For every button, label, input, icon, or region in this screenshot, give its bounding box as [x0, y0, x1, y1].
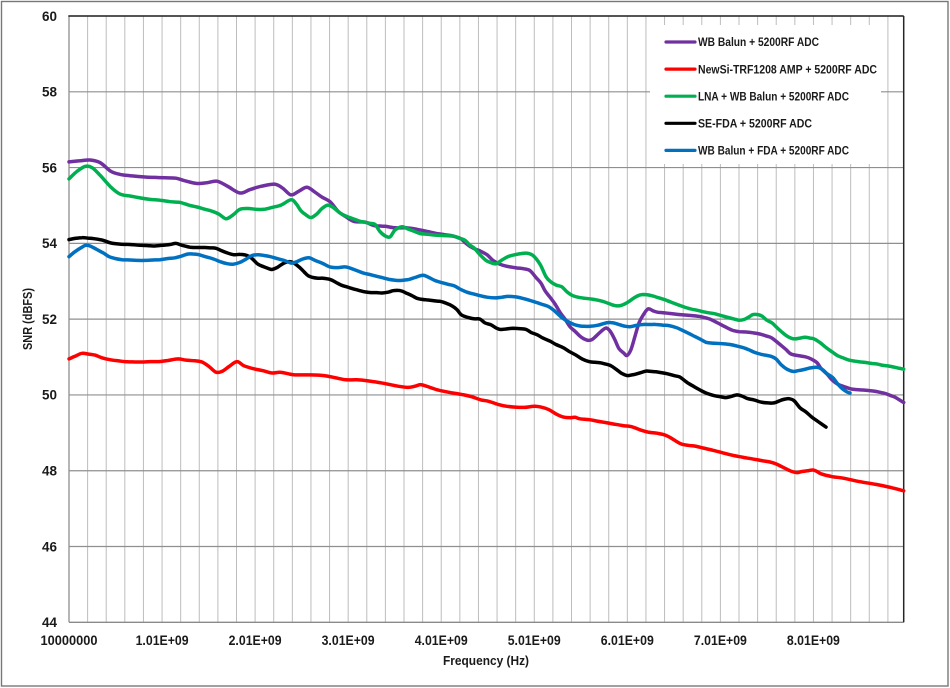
svg-text:2.01E+09: 2.01E+09 — [229, 633, 282, 648]
svg-text:6.01E+09: 6.01E+09 — [601, 633, 654, 648]
svg-text:1.01E+09: 1.01E+09 — [136, 633, 189, 648]
svg-text:3.01E+09: 3.01E+09 — [322, 633, 375, 648]
svg-text:10000000: 10000000 — [41, 633, 98, 648]
svg-text:48: 48 — [42, 464, 57, 479]
svg-text:52: 52 — [42, 312, 57, 327]
svg-text:44: 44 — [42, 615, 57, 630]
svg-text:50: 50 — [42, 388, 57, 403]
svg-text:7.01E+09: 7.01E+09 — [694, 633, 747, 648]
svg-text:LNA + WB Balun + 5200RF ADC: LNA + WB Balun + 5200RF ADC — [698, 91, 849, 103]
svg-text:SNR (dBFS): SNR (dBFS) — [20, 288, 35, 350]
svg-text:56: 56 — [42, 160, 57, 175]
svg-text:Frequency (Hz): Frequency (Hz) — [443, 653, 529, 668]
svg-text:58: 58 — [42, 85, 57, 100]
svg-text:WB Balun + 5200RF ADC: WB Balun + 5200RF ADC — [698, 37, 819, 49]
svg-text:5.01E+09: 5.01E+09 — [508, 633, 561, 648]
svg-text:54: 54 — [42, 236, 57, 251]
svg-text:SE-FDA + 5200RF ADC: SE-FDA + 5200RF ADC — [698, 119, 812, 131]
svg-text:NewSi-TRF1208 AMP + 5200RF ADC: NewSi-TRF1208 AMP + 5200RF ADC — [698, 64, 877, 76]
svg-text:46: 46 — [42, 539, 57, 554]
svg-text:8.01E+09: 8.01E+09 — [787, 633, 840, 648]
svg-text:60: 60 — [42, 9, 57, 24]
svg-text:WB Balun + FDA + 5200RF ADC: WB Balun + FDA + 5200RF ADC — [698, 146, 849, 158]
svg-text:4.01E+09: 4.01E+09 — [415, 633, 468, 648]
